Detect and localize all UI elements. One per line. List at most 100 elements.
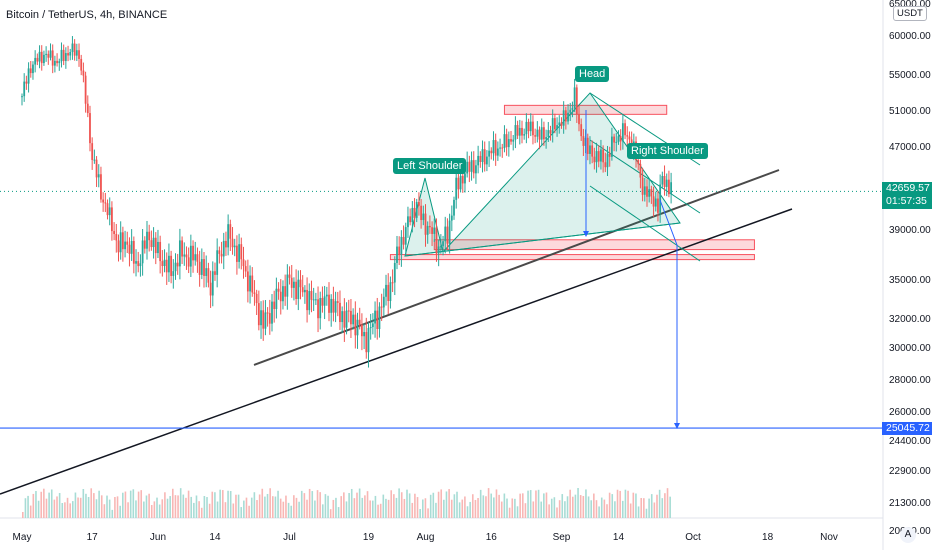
volume-bar — [271, 496, 274, 518]
volume-bar — [290, 505, 293, 518]
candle-body — [534, 135, 537, 137]
candle-body — [621, 123, 624, 142]
volume-bar — [129, 490, 132, 518]
volume-bar — [653, 502, 656, 518]
volume-bar — [343, 492, 345, 518]
arrow-head-2 — [674, 423, 680, 429]
candle-body — [214, 271, 216, 275]
candle-body — [413, 207, 416, 218]
volume-bar — [490, 493, 493, 518]
currency-badge[interactable]: USDT — [893, 6, 927, 21]
volume-bar — [540, 501, 543, 518]
candle-body — [641, 177, 644, 195]
candle-body — [426, 225, 429, 235]
volume-bar — [421, 499, 424, 518]
candle-body — [512, 139, 515, 142]
candle-body — [275, 288, 278, 310]
volume-bar — [174, 495, 177, 518]
candle-body — [229, 224, 232, 239]
volume-bar — [106, 495, 108, 518]
candle-body — [192, 245, 194, 261]
volume-bar — [356, 492, 358, 518]
head-label[interactable]: Head — [575, 66, 610, 82]
candle-body — [196, 254, 199, 262]
volume-bar — [82, 489, 85, 518]
candle-body — [189, 245, 192, 267]
time-tick-label: Sep — [553, 532, 571, 543]
volume-bar — [274, 496, 277, 518]
candle-body — [387, 284, 390, 302]
candle-body — [23, 81, 26, 97]
volume-bar — [495, 489, 498, 518]
volume-bar — [369, 500, 371, 518]
volume-bar — [353, 498, 356, 518]
volume-bar — [658, 489, 661, 518]
candle-body — [400, 236, 403, 255]
volume-bar — [632, 492, 635, 518]
price-tick-label: 51000.00 — [889, 106, 931, 117]
target-price-label: 25045.72 — [882, 422, 932, 435]
time-tick-label: Aug — [417, 532, 435, 543]
candle-body — [135, 261, 137, 264]
volume-bar — [111, 509, 114, 518]
time-tick-label: 19 — [363, 532, 375, 543]
volume-bar — [48, 492, 50, 518]
candle-body — [317, 299, 319, 319]
candle-body — [562, 110, 565, 126]
volume-bar — [474, 499, 477, 518]
volume-bar — [648, 498, 650, 518]
candle-body — [663, 175, 666, 187]
volume-bar — [535, 490, 537, 518]
candle-body — [448, 220, 451, 244]
volume-bar — [150, 504, 153, 518]
volume-bar — [224, 502, 227, 518]
volume-bar — [466, 506, 469, 518]
candle-body — [165, 259, 168, 273]
candle-body — [523, 134, 526, 136]
volume-bar — [156, 497, 158, 518]
candle-body — [334, 301, 337, 313]
candle-body — [407, 216, 409, 228]
volume-bar — [211, 491, 214, 518]
volume-bar — [582, 496, 585, 518]
candle-body — [273, 301, 276, 310]
volume-bar — [335, 497, 337, 518]
candle-body — [549, 130, 552, 134]
candle-body — [602, 149, 605, 163]
volume-bar — [269, 488, 271, 518]
volume-bar — [43, 488, 45, 518]
current-price-label: 42659.57 01:57:35 — [882, 182, 932, 209]
right-shoulder-label[interactable]: Right Shoulder — [627, 143, 708, 159]
volume-bar — [200, 507, 203, 518]
volume-bar — [645, 508, 648, 518]
candle-body — [437, 246, 440, 254]
auto-scale-button[interactable]: A — [900, 527, 916, 543]
candle-body — [422, 213, 425, 221]
candle-body — [128, 244, 131, 254]
candle-body — [141, 240, 144, 264]
volume-bar — [403, 498, 406, 518]
volume-bar — [400, 492, 403, 518]
candle-body — [461, 175, 464, 184]
candle-body — [358, 319, 361, 325]
left-shoulder-label[interactable]: Left Shoulder — [393, 158, 467, 174]
candle-body — [507, 139, 510, 148]
volume-bar — [640, 498, 643, 518]
candle-body — [64, 53, 67, 61]
volume-bar — [393, 494, 395, 518]
volume-bar — [164, 492, 166, 518]
arrow-head-1 — [583, 231, 589, 237]
time-tick-label: 14 — [613, 532, 625, 543]
candle-body — [21, 96, 23, 98]
price-tick-label: 39000.00 — [889, 225, 931, 236]
candle-body — [282, 286, 284, 302]
candle-body — [518, 127, 521, 136]
volume-bar — [432, 492, 435, 518]
candle-body — [220, 253, 223, 257]
candle-body — [442, 241, 444, 247]
candle-body — [93, 159, 96, 161]
volume-bar — [219, 489, 221, 518]
volume-bar — [608, 492, 611, 518]
candle-body — [558, 122, 561, 126]
